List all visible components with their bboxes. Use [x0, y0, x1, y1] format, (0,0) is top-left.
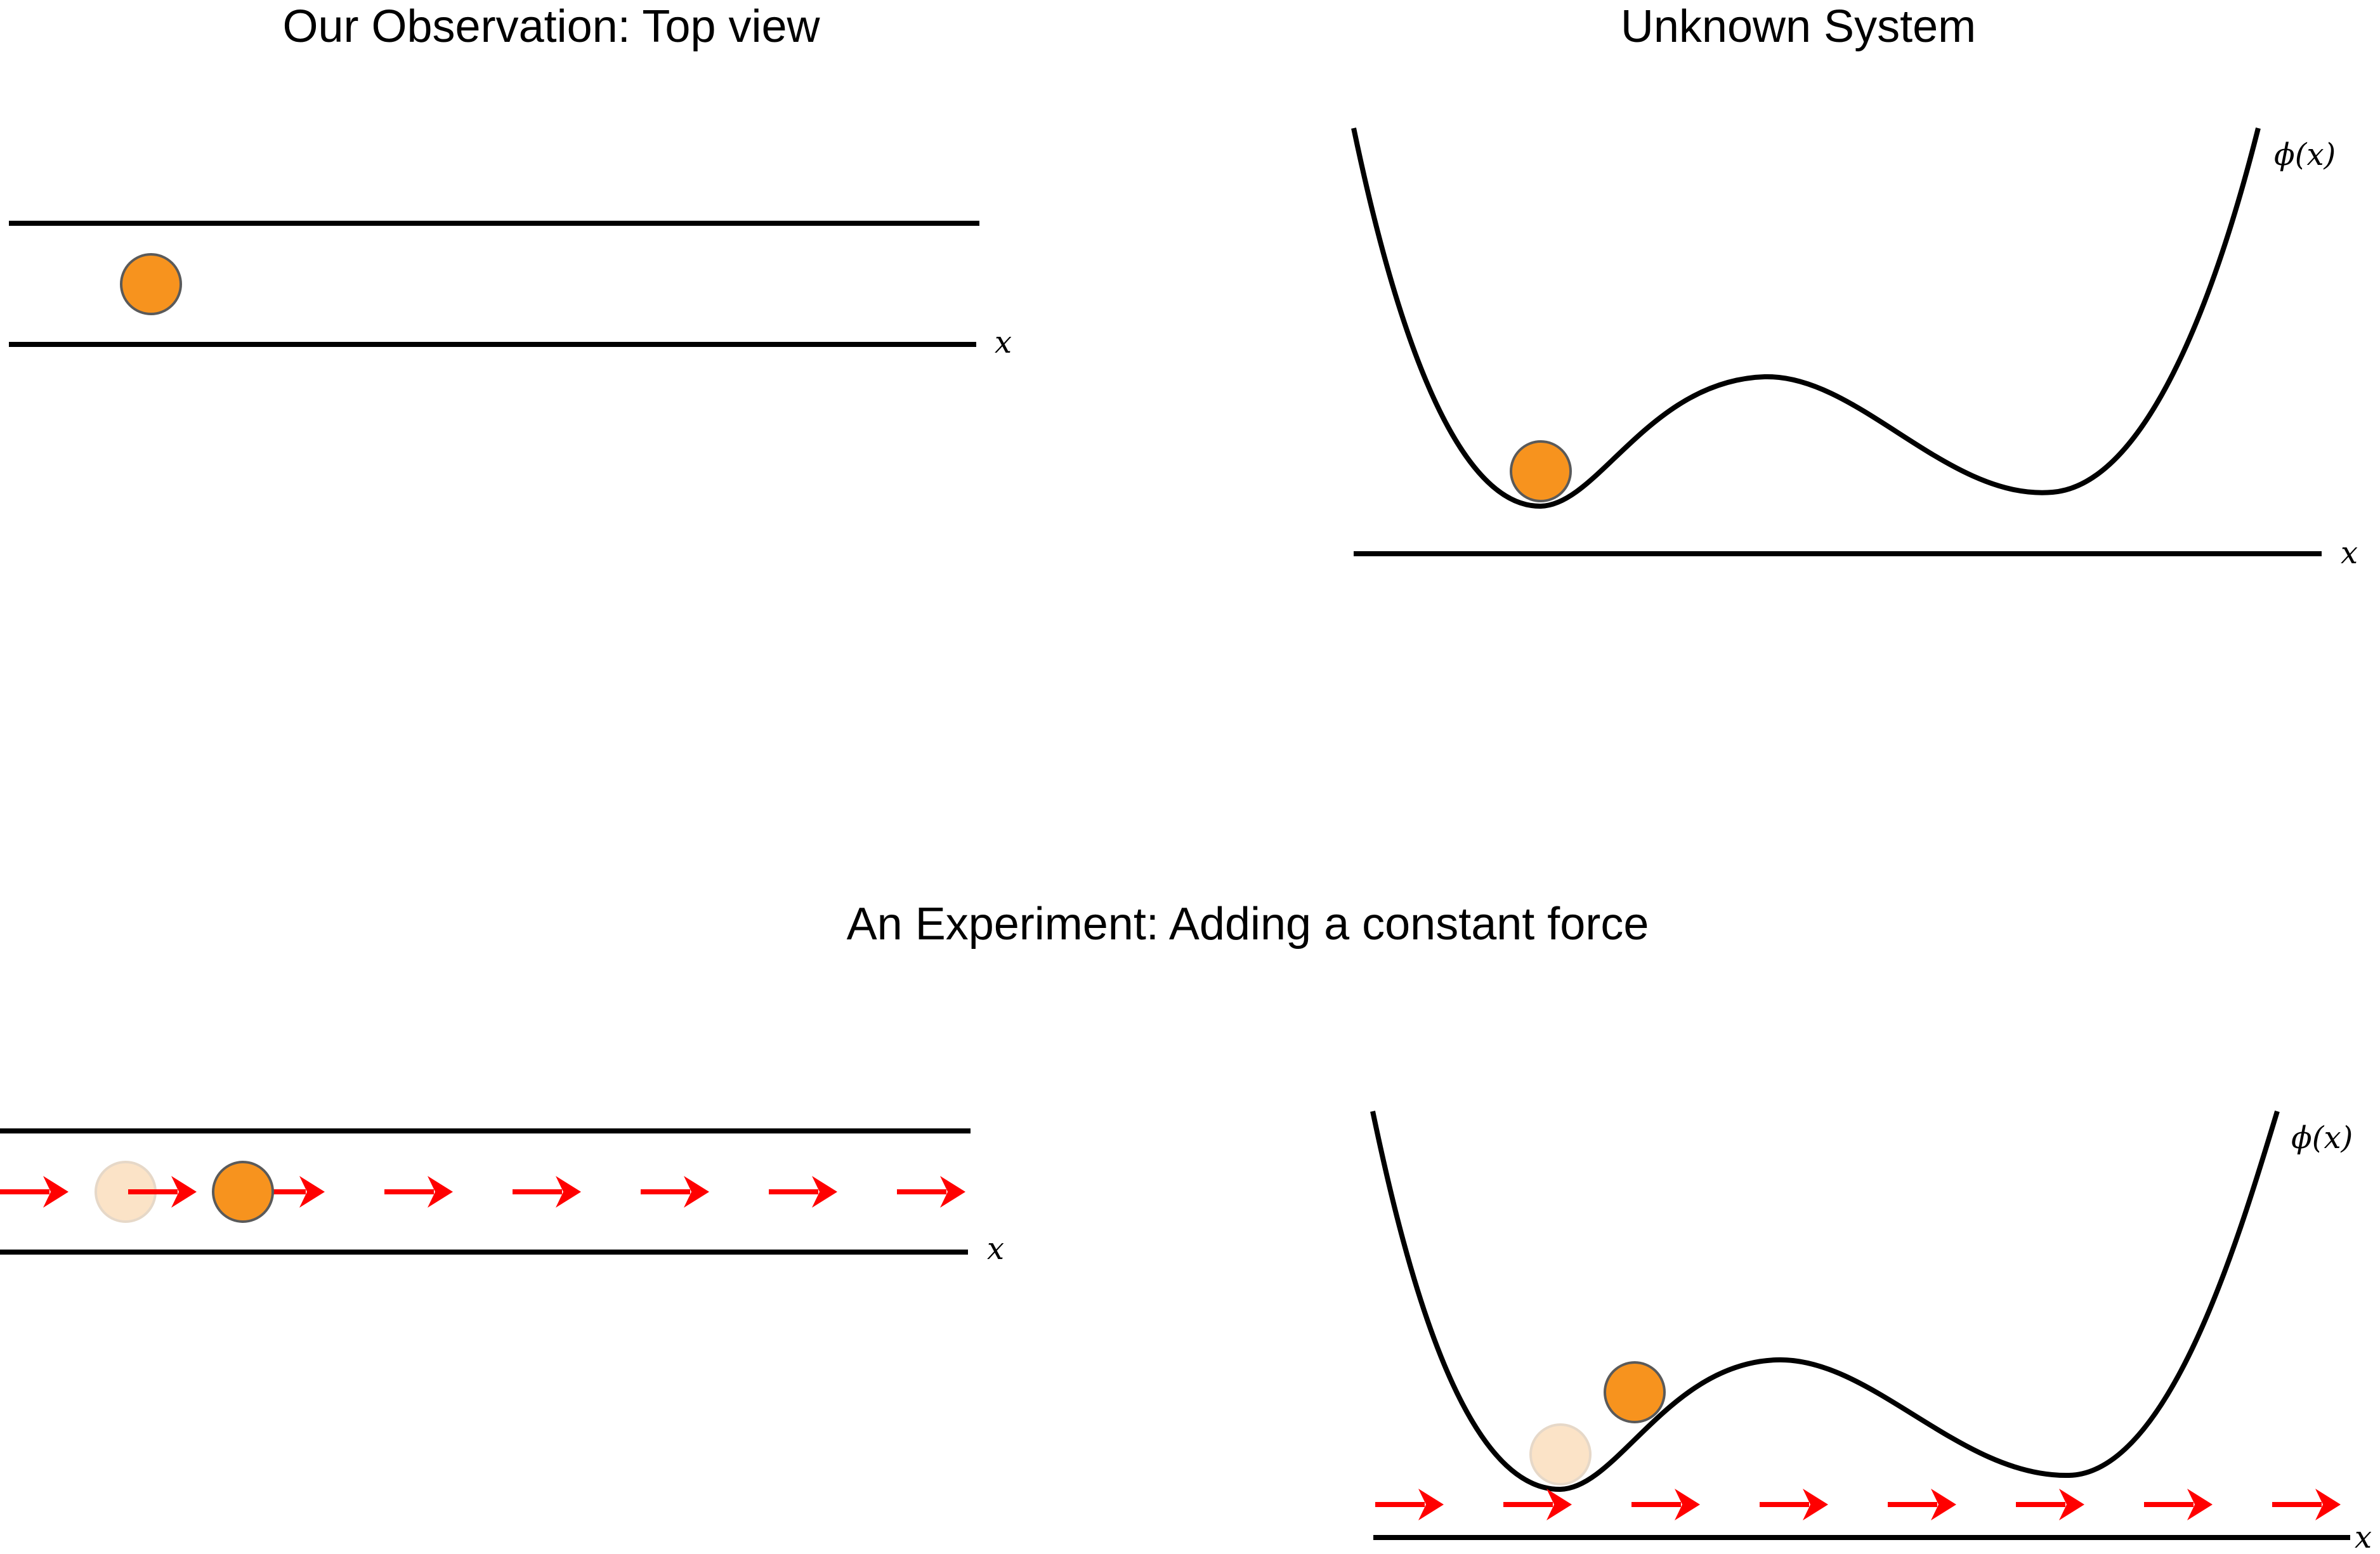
title-unknown-system: Unknown System — [1620, 1, 1977, 52]
title-our-observation: Our Observation: Top view — [282, 1, 820, 52]
x-axis-label: x — [995, 325, 1012, 360]
force-arrow-head — [428, 1176, 453, 1208]
ball — [212, 1161, 274, 1223]
force-arrow-head — [556, 1176, 581, 1208]
ball — [120, 253, 182, 315]
experiment-top-view-panel: x — [0, 1128, 1004, 1267]
x-axis-label: x — [2355, 1520, 2372, 1554]
force-arrow-head — [1675, 1489, 1700, 1520]
force-arrow-head — [1803, 1489, 1828, 1520]
force-arrow-head — [1931, 1489, 1956, 1520]
top-view-panel: x — [9, 221, 1012, 360]
force-arrow-head — [1546, 1489, 1572, 1520]
potential-panel: ϕ(x) x — [1351, 127, 2358, 571]
force-arrow-head — [940, 1176, 965, 1208]
force-arrow-head — [171, 1176, 197, 1208]
ball — [1604, 1361, 1666, 1423]
x-axis-label: x — [2341, 535, 2358, 571]
force-arrow-head — [299, 1176, 325, 1208]
force-arrows — [1375, 1489, 2341, 1520]
phi-label: ϕ(x) — [2274, 137, 2336, 173]
ball — [1510, 440, 1572, 502]
potential-curve — [1370, 1110, 2280, 1492]
force-arrow-head — [812, 1176, 837, 1208]
force-arrow-head — [684, 1176, 709, 1208]
potential-curve — [1351, 127, 2261, 509]
force-arrow-head — [43, 1176, 69, 1208]
force-arrows — [0, 1176, 965, 1208]
force-arrow-head — [2059, 1489, 2084, 1520]
force-arrow-head — [1418, 1489, 1444, 1520]
force-arrow-head — [2315, 1489, 2341, 1520]
ghost-ball — [1529, 1423, 1592, 1485]
experiment-potential-panel: ϕ(x) x — [1370, 1110, 2372, 1554]
title-experiment: An Experiment: Adding a constant force — [846, 899, 1649, 950]
phi-label: ϕ(x) — [2291, 1120, 2353, 1156]
force-arrow-head — [2187, 1489, 2213, 1520]
x-axis-label: x — [987, 1231, 1004, 1267]
